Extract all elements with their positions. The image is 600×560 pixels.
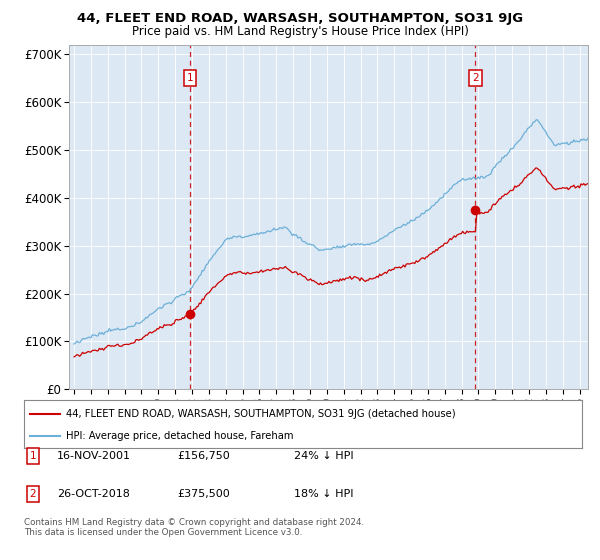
Text: 1: 1 bbox=[29, 451, 37, 461]
Text: Contains HM Land Registry data © Crown copyright and database right 2024.
This d: Contains HM Land Registry data © Crown c… bbox=[24, 518, 364, 538]
Text: 24% ↓ HPI: 24% ↓ HPI bbox=[294, 451, 353, 461]
Text: 44, FLEET END ROAD, WARSASH, SOUTHAMPTON, SO31 9JG (detached house): 44, FLEET END ROAD, WARSASH, SOUTHAMPTON… bbox=[66, 409, 455, 419]
Text: 18% ↓ HPI: 18% ↓ HPI bbox=[294, 489, 353, 499]
Text: £156,750: £156,750 bbox=[177, 451, 230, 461]
Text: 44, FLEET END ROAD, WARSASH, SOUTHAMPTON, SO31 9JG: 44, FLEET END ROAD, WARSASH, SOUTHAMPTON… bbox=[77, 12, 523, 25]
Text: Price paid vs. HM Land Registry's House Price Index (HPI): Price paid vs. HM Land Registry's House … bbox=[131, 25, 469, 38]
Text: HPI: Average price, detached house, Fareham: HPI: Average price, detached house, Fare… bbox=[66, 431, 293, 441]
Text: 1: 1 bbox=[187, 73, 193, 83]
Text: 16-NOV-2001: 16-NOV-2001 bbox=[57, 451, 131, 461]
Text: 26-OCT-2018: 26-OCT-2018 bbox=[57, 489, 130, 499]
Text: 2: 2 bbox=[29, 489, 37, 499]
Text: £375,500: £375,500 bbox=[177, 489, 230, 499]
Text: 2: 2 bbox=[472, 73, 479, 83]
